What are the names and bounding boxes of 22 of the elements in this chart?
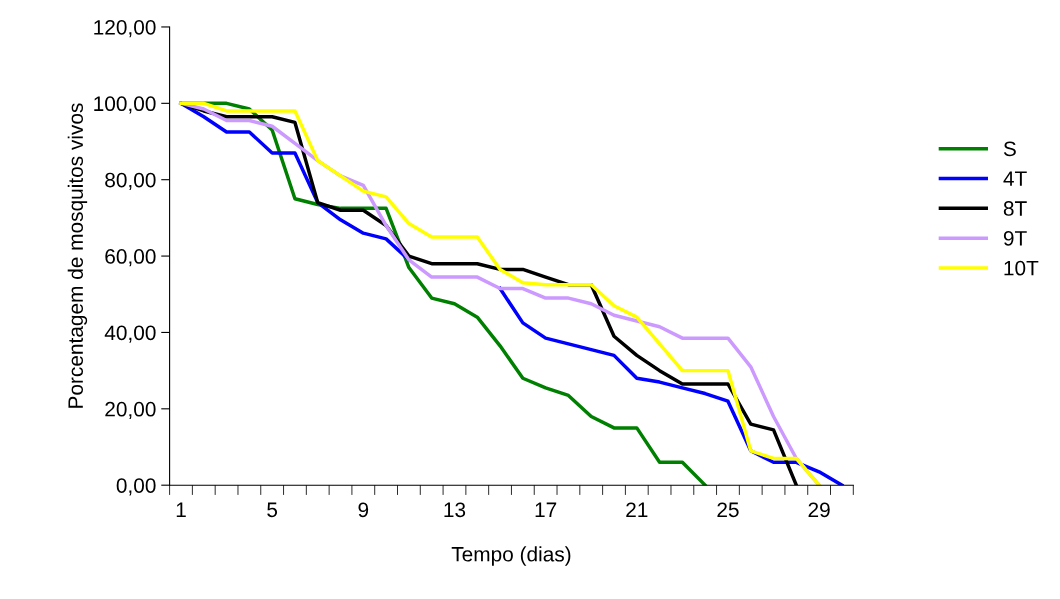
y-axis-title: Porcentagem de mosquitos vivos — [67, 103, 88, 408]
y-tick-label: 40,00 — [104, 325, 156, 343]
y-tick-label: 60,00 — [105, 249, 156, 267]
x-tick-label: 29 — [808, 502, 830, 518]
legend-label: 9T — [1003, 230, 1027, 246]
y-tick-label: 80,00 — [105, 172, 156, 190]
y-tick-label: 0,00 — [116, 478, 156, 496]
legend-label: 10T — [1004, 260, 1039, 276]
legend-label: 8T — [1003, 201, 1027, 216]
x-tick-label: 1 — [176, 502, 186, 517]
x-tick-label: 9 — [358, 502, 369, 518]
x-axis-title: Tempo (dias) — [451, 546, 571, 566]
x-tick-label: 13 — [444, 502, 466, 518]
y-tick-label: 100,00 — [94, 96, 156, 114]
y-tick-label: 120,00 — [94, 19, 156, 38]
x-tick-label: 25 — [717, 502, 739, 518]
y-tick-label: 20,00 — [105, 401, 156, 420]
x-tick-label: 17 — [535, 502, 557, 517]
legend-label: 4T — [1003, 171, 1027, 186]
legend-label: S — [1003, 141, 1016, 157]
x-tick-label: 21 — [626, 502, 648, 517]
x-tick-label: 5 — [267, 502, 278, 518]
